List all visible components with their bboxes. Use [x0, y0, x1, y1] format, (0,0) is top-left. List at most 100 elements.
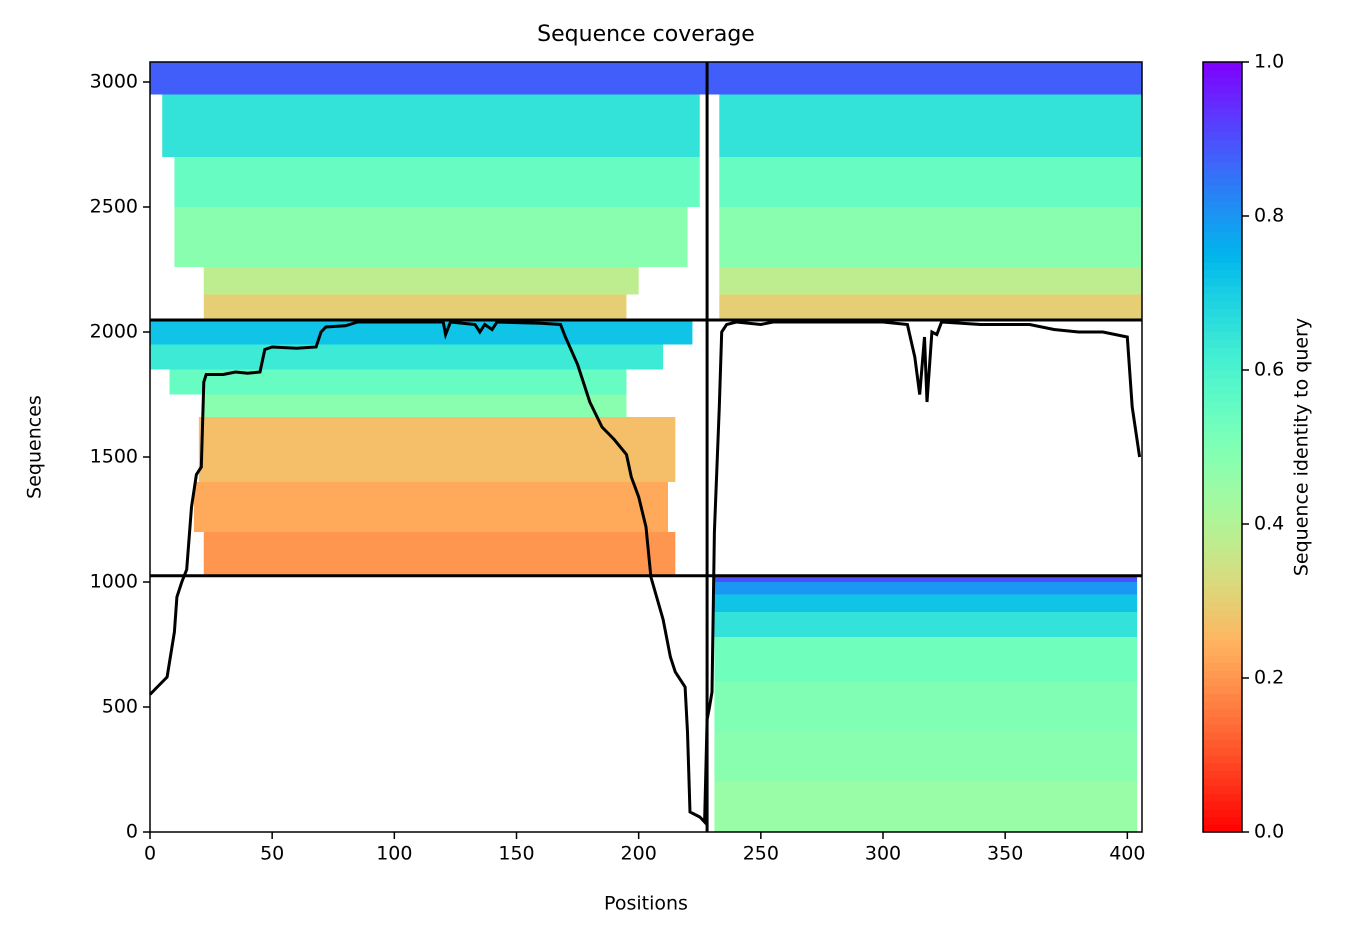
- colorbar-step: [1203, 524, 1242, 533]
- colorbar-step: [1203, 208, 1242, 217]
- x-tick-label: 300: [865, 843, 901, 865]
- colorbar-tick-label: 0.2: [1254, 667, 1284, 689]
- colorbar-step: [1203, 408, 1242, 417]
- x-tick-label: 350: [987, 843, 1023, 865]
- colorbar-step: [1203, 162, 1242, 171]
- colorbar-step: [1203, 755, 1242, 764]
- colorbar-step: [1203, 123, 1242, 132]
- colorbar-step: [1203, 824, 1242, 833]
- colorbar-step: [1203, 539, 1242, 548]
- heatmap-cell: [714, 594, 1138, 612]
- y-tick-label: 0: [126, 821, 138, 843]
- colorbar-step: [1203, 200, 1242, 209]
- colorbar-step: [1203, 762, 1242, 771]
- heatmap-cell: [203, 267, 639, 295]
- heatmap-cell: [203, 294, 627, 320]
- colorbar-step: [1203, 216, 1242, 225]
- colorbar-step: [1203, 770, 1242, 779]
- colorbar-tick-label: 0.8: [1254, 205, 1284, 227]
- colorbar-step: [1203, 685, 1242, 694]
- y-tick-label: 1000: [90, 571, 138, 593]
- heatmap-cell: [174, 207, 688, 267]
- colorbar-tick-label: 0.6: [1254, 359, 1284, 381]
- heatmap-cell: [719, 267, 1142, 295]
- heatmap-cell: [719, 294, 1142, 320]
- colorbar-step: [1203, 339, 1242, 348]
- colorbar-step: [1203, 708, 1242, 718]
- colorbar-step: [1203, 393, 1242, 402]
- colorbar-step: [1203, 554, 1242, 564]
- colorbar-step: [1203, 485, 1242, 494]
- colorbar-step: [1203, 570, 1242, 579]
- colorbar-step: [1203, 701, 1242, 710]
- heatmap-cell: [203, 532, 676, 576]
- colorbar-step: [1203, 77, 1242, 86]
- colorbar-step: [1203, 115, 1242, 125]
- x-axis-label: Positions: [604, 893, 688, 915]
- colorbar-step: [1203, 293, 1242, 302]
- colorbar-step: [1203, 69, 1242, 78]
- colorbar-step: [1203, 400, 1242, 410]
- heatmap-cell: [714, 732, 1138, 782]
- y-tick-label: 3000: [90, 71, 138, 93]
- colorbar-step: [1203, 269, 1242, 279]
- colorbar-step: [1203, 439, 1242, 448]
- colorbar-step: [1203, 608, 1242, 617]
- colorbar-step: [1203, 454, 1242, 463]
- y-tick-label: 1500: [90, 446, 138, 468]
- heatmap-cell: [714, 575, 1138, 582]
- heatmap-cell: [714, 682, 1138, 732]
- y-tick-label: 500: [102, 696, 138, 718]
- colorbar-step: [1203, 601, 1242, 610]
- colorbar-step: [1203, 323, 1242, 333]
- colorbar-step: [1203, 62, 1242, 71]
- x-tick-label: 400: [1109, 843, 1145, 865]
- colorbar-step: [1203, 631, 1242, 641]
- x-tick-label: 50: [260, 843, 284, 865]
- colorbar-step: [1203, 154, 1242, 163]
- heatmap-cell: [150, 320, 693, 345]
- heatmap-cell: [150, 344, 664, 370]
- colorbar-step: [1203, 139, 1242, 148]
- heatmap-cell: [719, 207, 1142, 267]
- heatmap-cell: [714, 782, 1138, 832]
- heatmap-cell: [193, 482, 668, 532]
- x-tick-label: 250: [743, 843, 779, 865]
- chart-title: Sequence coverage: [537, 22, 755, 47]
- colorbar-step: [1203, 785, 1242, 795]
- y-tick-label: 2500: [90, 196, 138, 218]
- colorbar-step: [1203, 108, 1242, 117]
- colorbar-step: [1203, 670, 1242, 679]
- colorbar-label: Sequence identity to query: [1291, 318, 1313, 576]
- colorbar-step: [1203, 516, 1242, 525]
- heatmap-cell: [714, 582, 1138, 595]
- colorbar-step: [1203, 92, 1242, 102]
- colorbar-step: [1203, 131, 1242, 140]
- colorbar-step: [1203, 362, 1242, 371]
- heatmap-cell: [707, 62, 1142, 95]
- colorbar-step: [1203, 462, 1242, 471]
- heatmap-cell: [174, 157, 700, 207]
- colorbar-step: [1203, 731, 1242, 741]
- x-tick-label: 0: [144, 843, 156, 865]
- colorbar-step: [1203, 192, 1242, 202]
- colorbar-step: [1203, 547, 1242, 556]
- heatmap-cell: [162, 94, 700, 157]
- colorbar-step: [1203, 593, 1242, 602]
- heatmap-cell: [719, 157, 1142, 207]
- colorbar-step: [1203, 500, 1242, 510]
- colorbar-step: [1203, 816, 1242, 825]
- y-tick-label: 2000: [90, 321, 138, 343]
- heatmap-cell: [198, 417, 676, 482]
- colorbar-tick-label: 1.0: [1254, 51, 1284, 73]
- colorbar-step: [1203, 285, 1242, 294]
- heatmap-cell: [719, 94, 1142, 157]
- colorbar-step: [1203, 808, 1242, 818]
- colorbar-step: [1203, 331, 1242, 340]
- plot-frame: [149, 61, 1143, 833]
- colorbar-step: [1203, 169, 1242, 179]
- colorbar-step: [1203, 416, 1242, 425]
- colorbar-step: [1203, 185, 1242, 194]
- colorbar-step: [1203, 616, 1242, 625]
